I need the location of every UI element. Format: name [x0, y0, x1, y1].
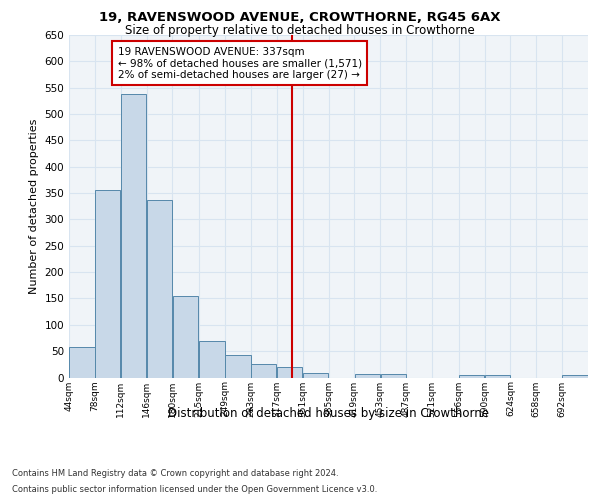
- Text: Size of property relative to detached houses in Crowthorne: Size of property relative to detached ho…: [125, 24, 475, 37]
- Text: Contains HM Land Registry data © Crown copyright and database right 2024.: Contains HM Land Registry data © Crown c…: [12, 468, 338, 477]
- Bar: [562, 375, 588, 378]
- Bar: [380, 374, 406, 378]
- Bar: [199, 340, 225, 378]
- Text: 19 RAVENSWOOD AVENUE: 337sqm
← 98% of detached houses are smaller (1,571)
2% of : 19 RAVENSWOOD AVENUE: 337sqm ← 98% of de…: [118, 46, 362, 80]
- Bar: [251, 364, 277, 378]
- Bar: [225, 356, 251, 378]
- Bar: [69, 347, 95, 378]
- Text: Contains public sector information licensed under the Open Government Licence v3: Contains public sector information licen…: [12, 485, 377, 494]
- Bar: [121, 94, 146, 378]
- Bar: [459, 375, 484, 378]
- Bar: [95, 190, 121, 378]
- Bar: [277, 367, 302, 378]
- Text: 19, RAVENSWOOD AVENUE, CROWTHORNE, RG45 6AX: 19, RAVENSWOOD AVENUE, CROWTHORNE, RG45 …: [99, 11, 501, 24]
- Bar: [147, 200, 172, 378]
- Bar: [355, 374, 380, 378]
- Bar: [303, 374, 328, 378]
- Bar: [173, 296, 198, 378]
- Bar: [485, 375, 510, 378]
- Y-axis label: Number of detached properties: Number of detached properties: [29, 118, 39, 294]
- Text: Distribution of detached houses by size in Crowthorne: Distribution of detached houses by size …: [168, 408, 490, 420]
